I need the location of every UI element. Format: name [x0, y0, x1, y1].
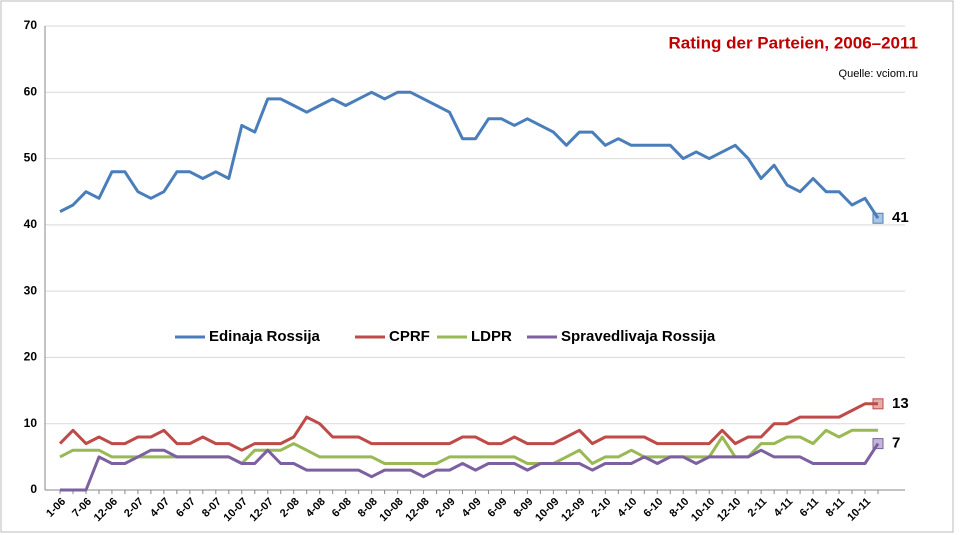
legend-label: CPRF: [389, 328, 430, 345]
x-tick-label: 12-09: [559, 496, 587, 524]
y-tick-label: 0: [30, 482, 37, 496]
x-tick-label: 8-11: [824, 496, 848, 520]
end-marker: [872, 438, 884, 450]
x-tick-label: 4-09: [460, 496, 484, 520]
end-label: 13: [892, 395, 909, 412]
x-tick-label: 2-09: [434, 496, 458, 520]
legend-label: LDPR: [471, 328, 512, 345]
x-tick-label: 2-08: [278, 496, 302, 520]
x-tick-label: 6-11: [798, 496, 822, 520]
x-tick-label: 12-10: [715, 496, 743, 524]
series-line: [60, 442, 880, 492]
end-marker: [872, 398, 884, 410]
x-tick-label: 10-09: [533, 496, 561, 524]
y-tick-label: 50: [24, 151, 38, 165]
x-tick-label: 6-08: [330, 496, 354, 520]
x-tick-label: 6-09: [486, 496, 510, 520]
x-tick-label: 4-08: [304, 496, 328, 520]
series-line: [59, 90, 880, 220]
chart-title: Rating der Parteien, 2006–2011: [669, 33, 918, 52]
end-label: 41: [892, 209, 909, 226]
x-tick-label: 6-07: [174, 496, 198, 520]
x-tick-label: 8-09: [512, 496, 536, 520]
x-tick-label: 8-08: [356, 496, 380, 520]
legend-label: Spravedlivaja Rossija: [561, 328, 716, 345]
x-tick-label: 2-11: [746, 496, 770, 520]
x-tick-label: 10-08: [377, 496, 405, 524]
series-line: [59, 428, 878, 465]
source: Quelle: vciom.ru: [839, 68, 918, 80]
end-label: 7: [892, 435, 900, 452]
x-tick-label: 12-06: [92, 496, 120, 524]
legend-label: Edinaja Rossija: [209, 328, 321, 345]
end-marker: [872, 212, 884, 224]
x-tick-label: 8-10: [667, 496, 691, 520]
y-tick-label: 30: [24, 283, 38, 297]
y-tick-label: 20: [24, 350, 38, 364]
x-tick-label: 4-07: [148, 496, 172, 520]
y-tick-label: 70: [24, 18, 38, 32]
y-tick-label: 10: [24, 416, 38, 430]
x-tick-label: 7-06: [70, 496, 94, 520]
x-tick-label: 10-07: [222, 496, 250, 524]
series-line: [58, 402, 878, 452]
x-tick-label: 4-11: [772, 496, 796, 520]
x-tick-label: 10-10: [689, 496, 717, 524]
x-tick-label: 8-07: [200, 496, 224, 520]
x-tick-label: 12-07: [248, 496, 276, 524]
x-tick-label: 12-08: [403, 496, 431, 524]
x-tick-label: 4-10: [615, 496, 639, 520]
y-tick-label: 40: [24, 217, 38, 231]
frame: [0, 0, 954, 533]
y-tick-label: 60: [24, 84, 38, 98]
x-tick-label: 2-10: [589, 496, 613, 520]
x-tick-label: 10-11: [845, 496, 873, 524]
x-tick-label: 2-07: [122, 496, 146, 520]
x-tick-label: 6-10: [641, 496, 665, 520]
x-tick-label: 1-06: [44, 496, 68, 520]
